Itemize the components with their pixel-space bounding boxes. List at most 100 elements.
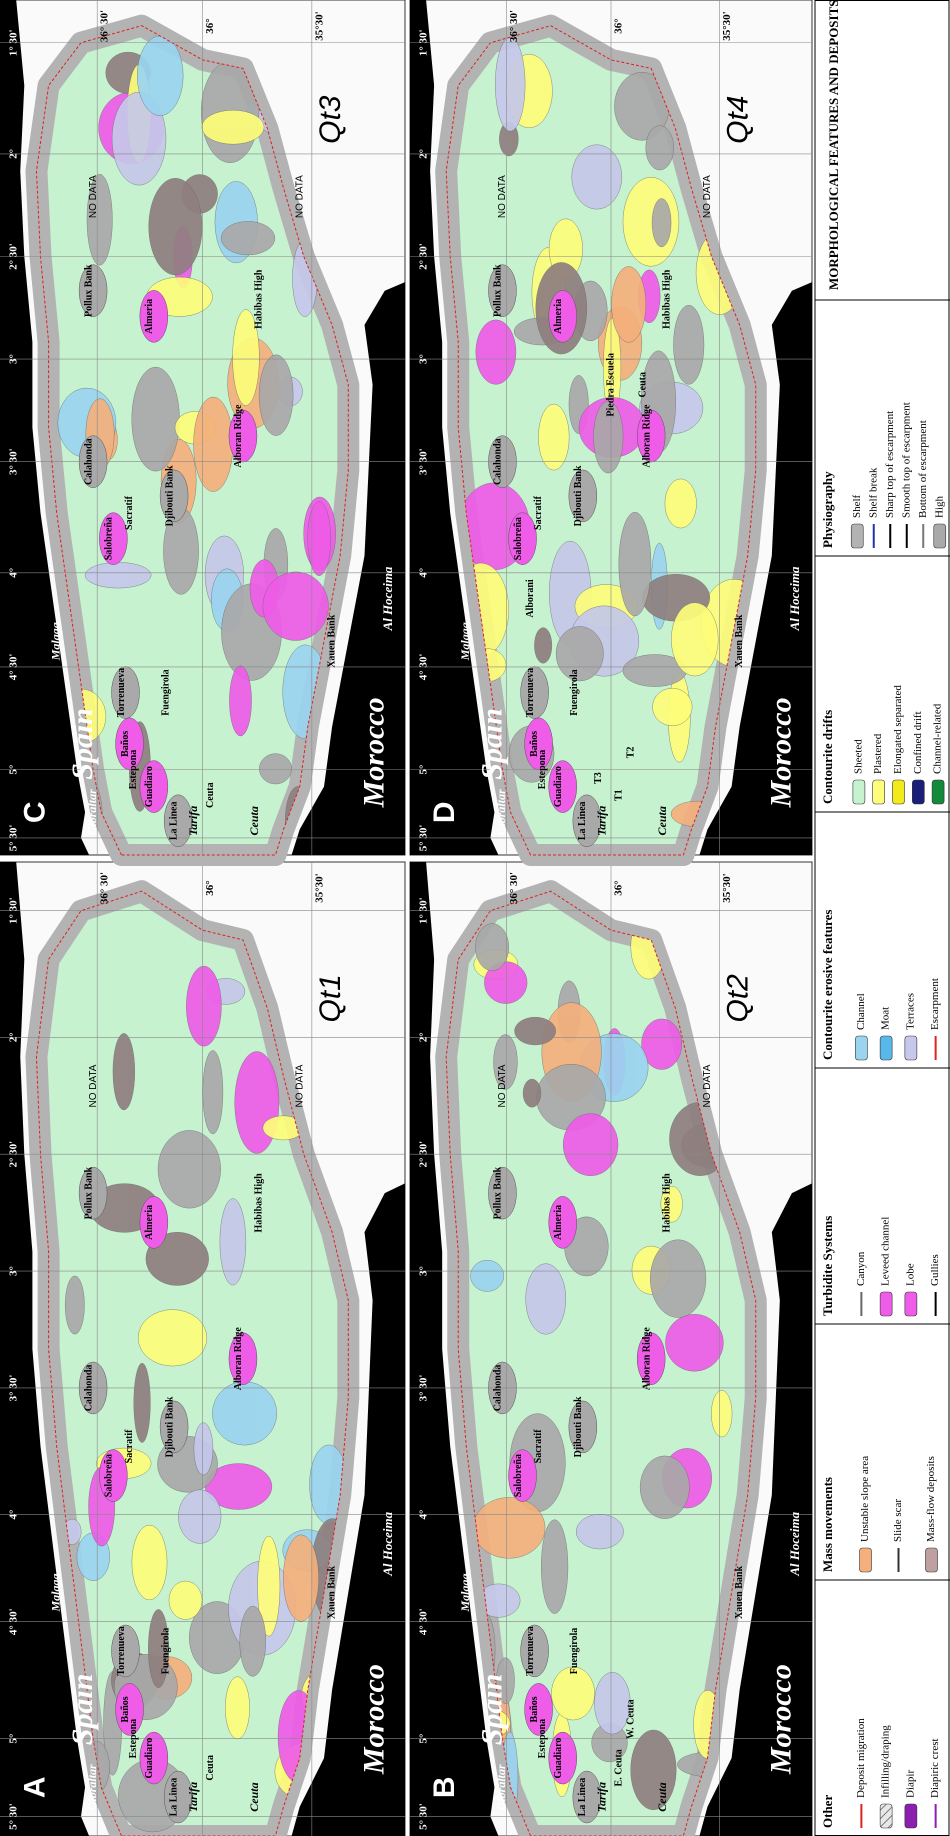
legend: MORPHOLOGICAL FEATURES AND DEPOSITSPhysi…: [815, 0, 950, 1836]
deposit-area: [212, 1382, 276, 1446]
feature-label: T1: [613, 789, 624, 801]
legend-swatch: [880, 1292, 892, 1316]
place-label: Tarifa: [186, 806, 200, 836]
legend-item: Shelf: [851, 494, 863, 518]
place-label: Spain: [66, 708, 99, 780]
longitude-label: 5°: [8, 1734, 20, 1744]
place-label: Melilla: [382, 374, 397, 414]
legend-item: Slide scar: [892, 1499, 904, 1542]
feature-label: Almeria: [553, 299, 564, 334]
feature-label: Alborani: [525, 579, 536, 618]
deposit-area: [229, 666, 251, 736]
deposit-area: [85, 562, 151, 588]
place-label: NO DATA: [497, 175, 508, 218]
deposit-area: [526, 1264, 566, 1335]
longitude-label: 4°: [8, 1510, 20, 1520]
legend-item: Lobe: [904, 1263, 916, 1286]
deposit-area: [515, 1017, 556, 1045]
deposit-area: [671, 603, 718, 676]
legend-swatch: [932, 780, 944, 804]
place-label: NO DATA: [497, 1064, 508, 1107]
feature-label: Sacratif: [533, 1429, 544, 1464]
feature-label: Xauen Bank: [734, 1566, 745, 1620]
place-label: Ceuta: [655, 806, 669, 835]
longitude-label: 3° 30': [8, 448, 20, 475]
longitude-label: 3°: [8, 1266, 20, 1276]
deposit-area: [572, 145, 622, 210]
place-label: Morocco: [765, 1664, 798, 1775]
feature-label: Pollux Bank: [83, 264, 94, 317]
longitude-label: 5°: [418, 765, 430, 775]
map-panel: 5° 30'5°4° 30'4°3° 30'3°2° 30'2°1° 30'36…: [410, 0, 812, 855]
feature-label: Torrenueva: [525, 1626, 536, 1675]
longitude-label: 2°: [8, 149, 20, 159]
legend-group-title: Contourite erosive features: [820, 910, 835, 1060]
deposit-area: [186, 966, 221, 1046]
place-label: Tarifa: [186, 1782, 200, 1812]
legend-item: Bottom of escarpment: [917, 420, 929, 518]
place-label: Gibraltar: [85, 1764, 99, 1810]
longitude-label: 5° 30': [8, 825, 20, 852]
page: 5° 30' 5° 4° 30' 4° 3° 30' 3° 2° 30' 2° 1° 30' 36…: [0, 0, 950, 1836]
deposit-area: [132, 1525, 167, 1600]
deposit-area: [476, 320, 516, 385]
feature-label: W. Ceuta: [625, 1699, 636, 1739]
deposit-area: [612, 266, 646, 342]
longitude-label: 2°: [418, 1032, 430, 1042]
feature-label: Guadiaro: [144, 766, 155, 807]
feature-label: Calahonda: [493, 1365, 504, 1412]
longitude-label: 4° 30': [418, 654, 430, 681]
deposit-area: [538, 404, 569, 470]
feature-label: Pollux Bank: [493, 264, 504, 317]
place-label: Ceuta: [655, 1782, 669, 1811]
deposit-area: [475, 924, 508, 971]
stage-label: Qt4: [722, 96, 755, 144]
feature-label: Salobreña: [104, 1454, 115, 1497]
feature-label: T3: [593, 772, 604, 784]
feature-label: Alboran Ridge: [641, 1327, 652, 1391]
latitude-label: 35°30': [313, 11, 325, 40]
feature-label: Ceuta: [205, 1755, 216, 1781]
panel-letter: B: [428, 1776, 461, 1798]
legend-swatch: [893, 780, 905, 804]
longitude-label: 3° 30': [418, 448, 430, 475]
place-label: Malaga: [458, 622, 472, 661]
latitude-label: 36°: [204, 880, 216, 895]
legend-item: Diapiric crest: [929, 1738, 941, 1798]
deposit-area: [283, 1535, 318, 1621]
longitude-label: 2°: [418, 149, 430, 159]
legend-swatch: [912, 780, 924, 804]
place-label: Malaga: [48, 622, 62, 661]
legend-item: Unstable slope area: [859, 1456, 871, 1542]
longitude-label: 2°: [8, 1032, 20, 1042]
longitude-label: 4° 30': [418, 1608, 430, 1635]
legend-item: Mass-flow deposits: [925, 1456, 937, 1542]
feature-label: Estepona: [537, 750, 548, 789]
feature-label: Ceuta: [205, 782, 216, 808]
deposit-area: [263, 572, 329, 641]
longitude-label: 2° 30': [418, 243, 430, 270]
place-label: Spain: [66, 1674, 99, 1746]
feature-label: Baños: [120, 1696, 131, 1722]
place-label: NO DATA: [702, 175, 713, 218]
legend-item: Gullies: [929, 1254, 941, 1286]
figure: 5° 30' 5° 4° 30' 4° 3° 30' 3° 2° 30' 2° 1° 30' 36…: [0, 0, 950, 1836]
deposit-area: [308, 501, 331, 575]
deposit-area: [132, 367, 180, 471]
longitude-label: 1° 30': [418, 897, 430, 924]
legend-item: Sharp top of escarpment: [884, 411, 896, 518]
legend-item: Leveed channel: [880, 1217, 892, 1286]
feature-label: Fuengirola: [160, 1628, 171, 1674]
legend-item: Terraces: [904, 993, 916, 1030]
feature-label: Xauen Bank: [734, 614, 745, 668]
place-label: Spain: [475, 708, 508, 780]
deposit-area: [221, 221, 275, 255]
longitude-label: 1° 30': [8, 29, 20, 56]
deposit-area: [149, 178, 202, 275]
feature-label: Torrenueva: [116, 668, 127, 717]
deposit-area: [563, 1114, 618, 1176]
panel-letter: A: [18, 1776, 51, 1798]
place-label: Gibraltar: [494, 1764, 508, 1810]
feature-label: Djibouti Bank: [573, 465, 584, 526]
latitude-label: 36°: [613, 18, 625, 33]
